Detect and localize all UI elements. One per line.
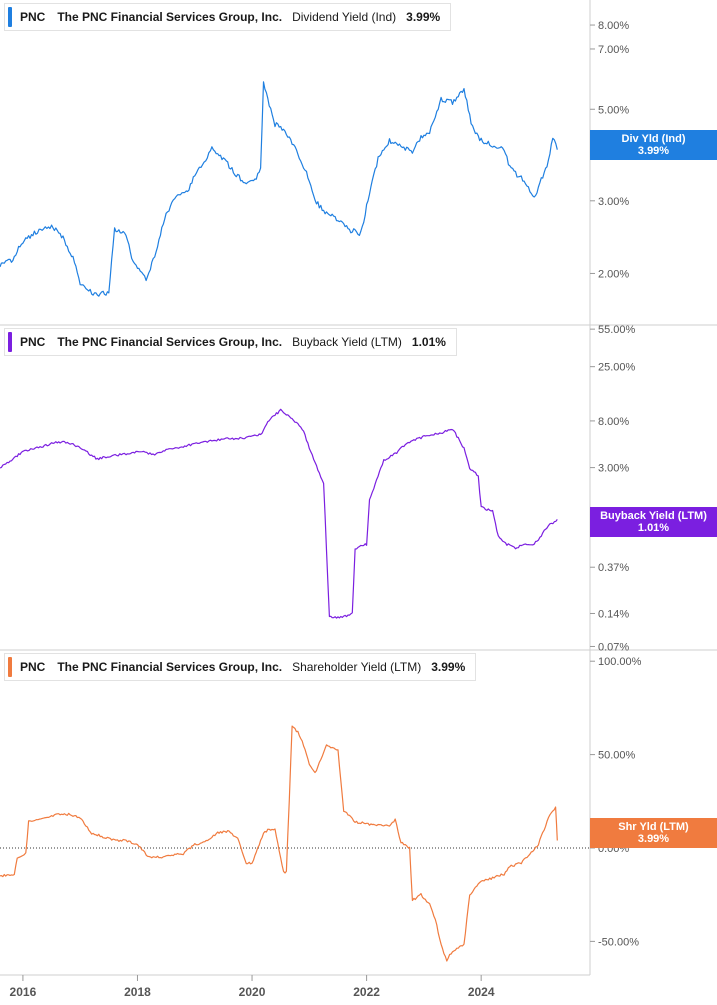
tag-value: 1.01% <box>637 522 670 534</box>
legend-value: 1.01% <box>411 335 446 349</box>
tag-label: Div Yld (Ind) <box>621 133 686 145</box>
legend-company: The PNC Financial Services Group, Inc. <box>57 10 283 24</box>
legend-metric: Shareholder Yield (LTM) <box>292 660 422 674</box>
x-tick-label: 2016 <box>10 985 37 999</box>
panel-dividend: 8.00% 7.00% 5.00% 3.00% 2.00% <box>0 0 717 326</box>
y-tick-label: 55.00% <box>598 324 636 336</box>
dividend-series-line <box>0 81 558 297</box>
shareholder-series-line <box>0 725 558 962</box>
legend-ticker: PNC <box>20 10 46 24</box>
shareholder-color-swatch <box>8 657 12 677</box>
y-tick-label: 50.00% <box>598 750 636 762</box>
buyback-yield-legend: PNC The PNC Financial Services Group, In… <box>4 328 457 356</box>
legend-metric: Buyback Yield (LTM) <box>292 335 402 349</box>
buyback-series-line <box>0 408 558 619</box>
x-tick-label: 2024 <box>468 985 495 999</box>
y-tick-label: 3.00% <box>598 196 629 208</box>
panel-buyback: 55.00% 25.00% 8.00% 3.00% 0.37% 0.14% 0.07% <box>0 324 717 653</box>
legend-company: The PNC Financial Services Group, Inc. <box>57 335 283 349</box>
legend-ticker: PNC <box>20 335 46 349</box>
tag-label: Shr Yld (LTM) <box>618 821 689 833</box>
y-tick-label: 0.37% <box>598 562 629 574</box>
y-tick-label: 8.00% <box>598 416 629 428</box>
chart-panels: 8.00% 7.00% 5.00% 3.00% 2.00% 55.00% 25.00% 8.0… <box>0 0 717 976</box>
y-tick-label: 0.14% <box>598 608 629 620</box>
legend-value: 3.99% <box>406 10 441 24</box>
y-tick-label: 0.07% <box>598 641 629 653</box>
x-tick-label: 2020 <box>239 985 266 999</box>
tag-value: 3.99% <box>637 833 670 845</box>
dividend-yield-tag: Div Yld (Ind) 3.99% <box>590 130 717 160</box>
dividend-color-swatch <box>8 7 12 27</box>
tag-value: 3.99% <box>637 145 670 157</box>
y-tick-label: 7.00% <box>598 44 629 56</box>
legend-ticker: PNC <box>20 660 46 674</box>
panel-shareholder: 100.00%50.00%0.00%-50.00% <box>0 650 642 976</box>
y-tick-label: 2.00% <box>598 268 629 280</box>
x-tick-label: 2022 <box>353 985 380 999</box>
y-tick-label: 5.00% <box>598 104 629 116</box>
y-tick-label: 3.00% <box>598 463 629 475</box>
legend-company: The PNC Financial Services Group, Inc. <box>57 660 283 674</box>
buyback-yield-tag: Buyback Yield (LTM) 1.01% <box>590 507 717 537</box>
legend-value: 3.99% <box>431 660 466 674</box>
x-axis: 2016 2018 2020 2022 2024 <box>10 975 495 999</box>
y-tick-label: 100.00% <box>598 656 642 668</box>
buyback-color-swatch <box>8 332 12 352</box>
dividend-yield-legend: PNC The PNC Financial Services Group, In… <box>4 3 452 31</box>
legend-metric: Dividend Yield (Ind) <box>292 10 397 24</box>
x-tick-label: 2018 <box>124 985 151 999</box>
y-tick-label: -50.00% <box>598 936 639 948</box>
tag-label: Buyback Yield (LTM) <box>600 510 707 522</box>
y-tick-label: 8.00% <box>598 20 629 32</box>
y-tick-label: 25.00% <box>598 362 636 374</box>
shareholder-yield-legend: PNC The PNC Financial Services Group, In… <box>4 653 477 681</box>
shareholder-yield-tag: Shr Yld (LTM) 3.99% <box>590 818 717 848</box>
